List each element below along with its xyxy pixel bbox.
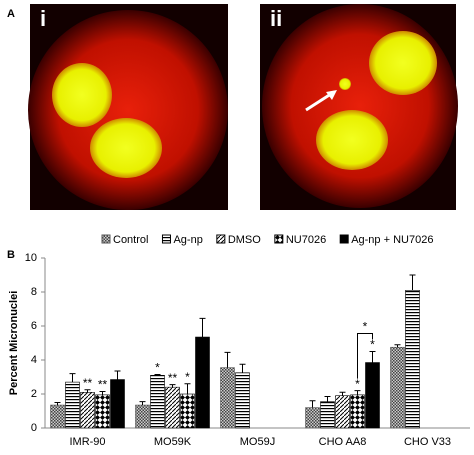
panel-label: B — [7, 249, 15, 261]
error-bar — [309, 400, 316, 408]
error-bar — [84, 389, 91, 393]
legend-swatch — [216, 234, 226, 244]
bar — [350, 394, 365, 429]
bar — [320, 401, 335, 429]
y-tick-label: 4 — [31, 354, 37, 366]
legend-swatch — [101, 234, 111, 244]
bar — [305, 407, 320, 429]
error-bar — [394, 344, 401, 348]
error-bar — [54, 402, 61, 406]
bar — [220, 367, 235, 429]
bar — [95, 394, 110, 429]
x-tick-label: CHO AA8 — [319, 436, 367, 448]
legend-label: DMSO — [228, 234, 261, 246]
x-tick-label: CHO V33 — [404, 436, 451, 448]
error-bar — [114, 370, 121, 380]
bar — [165, 386, 180, 429]
x-tick-label: IMR-90 — [69, 436, 105, 448]
y-axis-label: Percent Micronuclei — [8, 291, 20, 396]
significance-label: ** — [168, 371, 178, 385]
error-bar — [69, 373, 76, 383]
legend-swatch — [274, 234, 284, 244]
x-tick-label: MO59J — [240, 436, 275, 448]
image-label: ii — [270, 6, 282, 31]
bar — [405, 289, 420, 429]
legend-label: Ag-np + NU7026 — [351, 234, 433, 246]
legend-label: Ag-np — [173, 234, 202, 246]
image-label: i — [40, 6, 46, 31]
bar — [135, 404, 150, 429]
x-tick-label: MO59K — [154, 436, 192, 448]
y-tick-label: 6 — [31, 320, 37, 332]
bar — [195, 336, 210, 429]
significance-label: * — [355, 377, 360, 391]
error-bar — [339, 391, 346, 396]
error-bar — [409, 274, 416, 291]
error-bar — [199, 317, 206, 338]
y-tick-label: 8 — [31, 286, 37, 298]
error-bar — [354, 390, 361, 395]
bracket-label: * — [363, 320, 368, 334]
significance-label: * — [155, 361, 160, 375]
y-tick-label: 2 — [31, 388, 37, 400]
error-bar — [239, 363, 246, 373]
panel-label: A — [7, 8, 15, 20]
y-tick-label: 0 — [31, 422, 37, 434]
bar — [80, 391, 95, 429]
significance-label: * — [370, 338, 375, 352]
bar — [65, 381, 80, 429]
error-bar — [169, 384, 176, 388]
legend-swatch — [161, 234, 171, 244]
bar — [180, 393, 195, 429]
micrograph: ii — [260, 4, 458, 210]
legend-swatch — [339, 234, 349, 244]
error-bar — [369, 351, 376, 363]
bar — [150, 374, 165, 429]
significance-label: * — [185, 370, 190, 384]
bar — [235, 372, 250, 429]
y-tick-label: 10 — [25, 252, 37, 264]
bar — [335, 395, 350, 429]
legend-label: NU7026 — [286, 234, 326, 246]
micrograph: i — [28, 4, 228, 210]
error-bar — [324, 396, 331, 402]
bar — [110, 379, 125, 429]
legend-label: Control — [113, 234, 148, 246]
significance-bracket — [357, 333, 373, 379]
error-bar — [154, 373, 161, 376]
significance-label: ** — [98, 378, 108, 392]
bar — [390, 346, 405, 429]
significance-label: ** — [83, 376, 93, 390]
bar — [50, 404, 65, 429]
bar — [365, 362, 380, 429]
error-bar — [139, 401, 146, 406]
error-bar — [224, 351, 231, 368]
error-bar — [184, 383, 191, 394]
error-bar — [99, 390, 106, 395]
